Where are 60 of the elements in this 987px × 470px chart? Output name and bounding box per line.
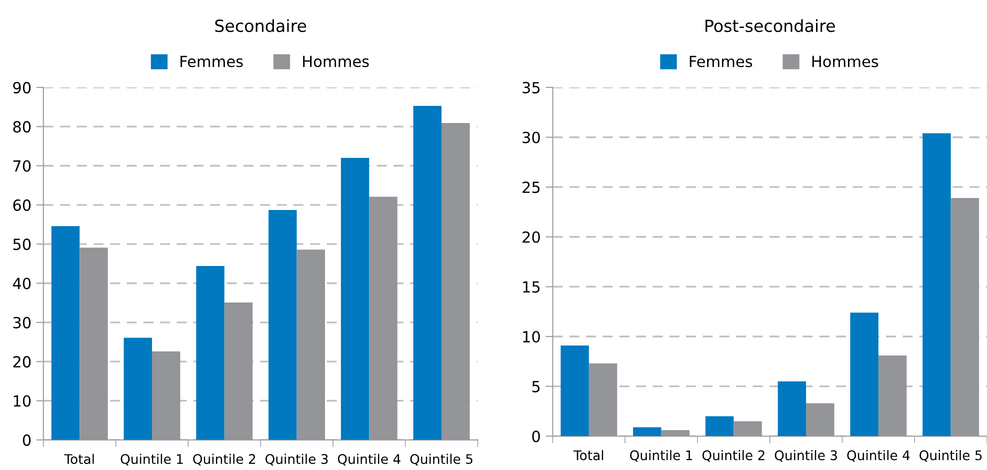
y-tick-label: 40 [12,278,31,290]
legend-label: Femmes [180,56,243,68]
y-tick-label: 10 [14,395,31,407]
bar [124,338,152,440]
bar [560,345,589,436]
bar [734,421,762,436]
bar [413,106,442,440]
x-tick-label: Quintile 4 [338,454,400,466]
y-tick-label: 35 [522,82,540,94]
x-tick-label: Quintile 3 [266,454,328,466]
bar [369,196,398,440]
bar [152,351,180,440]
y-tick-label: 80 [13,121,31,133]
bar [196,266,224,440]
y-tick-label: 20 [522,231,540,243]
bar [80,248,108,440]
y-tick-label: 10 [523,330,540,343]
bar [442,123,470,440]
x-tick-label: Quintile 5 [410,454,472,466]
chart-title: Secondaire [215,19,306,32]
x-tick-label: Quintile 1 [120,454,183,466]
bar [661,430,690,436]
bar [705,416,734,436]
bar [224,302,253,440]
x-tick-label: Quintile 3 [774,450,837,462]
y-tick-label: 60 [13,199,31,211]
bar [806,403,834,436]
legend-label: Hommes [812,56,878,68]
chart-title: Post-secondaire [706,19,835,32]
x-tick-label: Quintile 1 [630,450,692,462]
bar [950,198,980,436]
y-tick-label: 70 [13,160,31,172]
legend-label: Hommes [303,56,369,68]
bar [878,355,907,436]
bar [340,158,370,440]
x-tick-label: Quintile 2 [702,450,764,462]
x-tick-label: Quintile 2 [193,454,256,466]
y-tick-label: 30 [13,316,31,328]
y-tick-label: 30 [522,132,540,144]
y-tick-label: 15 [523,281,540,293]
y-tick-label: 25 [522,182,540,194]
y-tick-label: 0 [22,434,31,446]
x-tick-label: Quintile 5 [920,450,982,462]
x-tick-label: Quintile 4 [847,450,910,462]
y-tick-label: 90 [13,82,31,94]
bar [588,363,618,436]
bar [633,427,662,436]
bar [850,312,878,436]
y-tick-label: 0 [532,430,540,442]
y-tick-label: 20 [13,356,31,368]
y-tick-label: 5 [532,381,540,392]
bar [778,381,806,436]
y-tick-label: 50 [13,238,31,250]
bar [296,250,325,440]
legend-label: Femmes [690,56,752,68]
bar [922,133,951,436]
x-tick-label: Total [64,454,94,464]
bar [268,210,297,440]
bar [51,226,80,440]
x-tick-label: Total [573,450,604,460]
